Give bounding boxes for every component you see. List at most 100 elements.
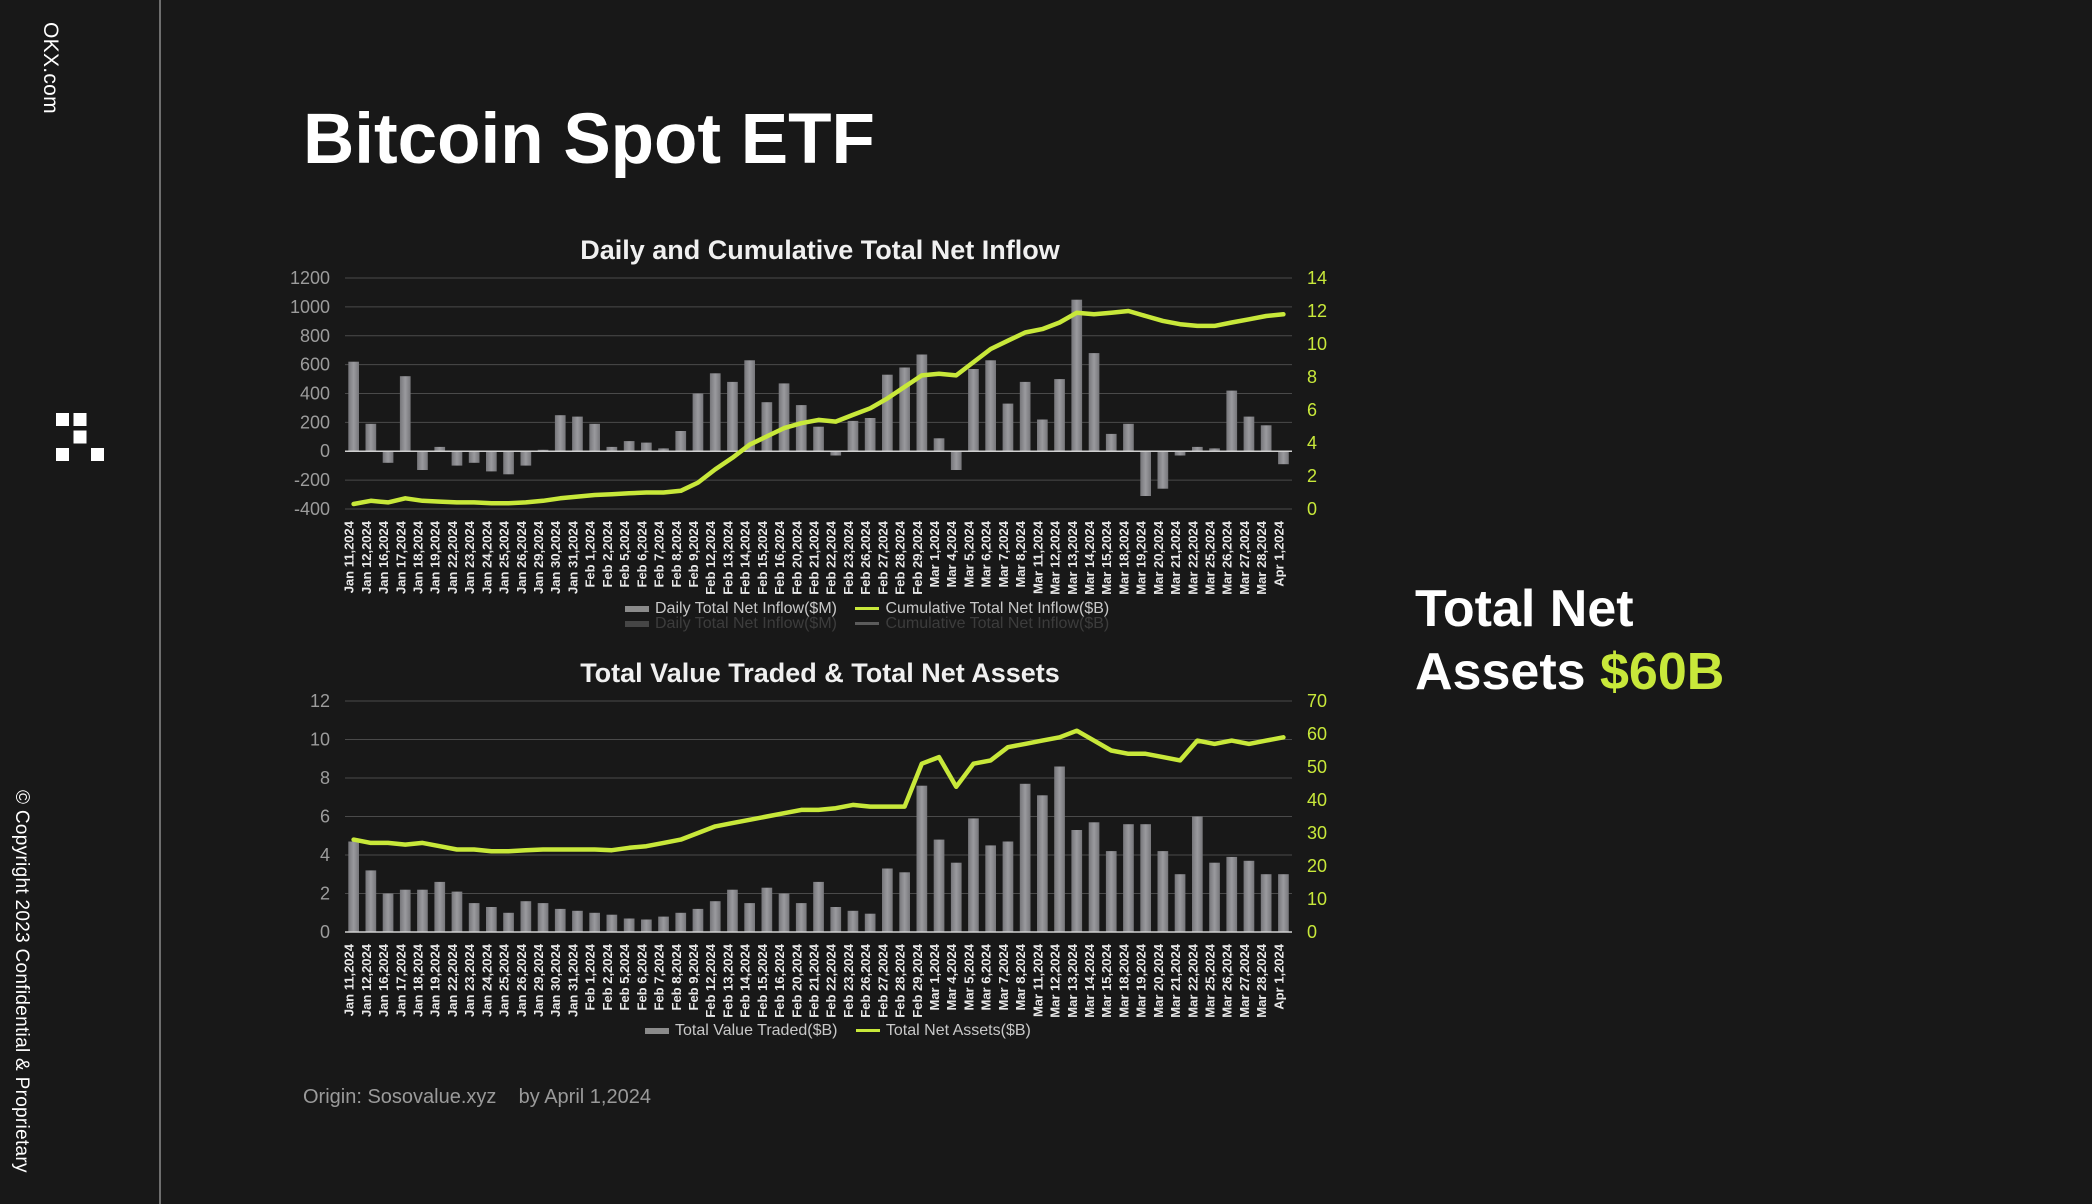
svg-text:Mar 18,2024: Mar 18,2024: [1116, 943, 1131, 1017]
svg-text:Feb 16,2024: Feb 16,2024: [772, 943, 787, 1017]
svg-text:8: 8: [1307, 367, 1317, 387]
svg-text:Jan 12,2024: Jan 12,2024: [359, 520, 374, 594]
svg-text:Mar 14,2024: Mar 14,2024: [1082, 943, 1097, 1017]
svg-text:Mar 22,2024: Mar 22,2024: [1185, 520, 1200, 594]
svg-text:Feb 1,2024: Feb 1,2024: [583, 520, 598, 587]
svg-text:Feb 20,2024: Feb 20,2024: [789, 520, 804, 594]
svg-text:Mar 5,2024: Mar 5,2024: [962, 943, 977, 1010]
svg-text:30: 30: [1307, 823, 1327, 843]
svg-text:Feb 12,2024: Feb 12,2024: [703, 520, 718, 594]
svg-text:Mar 12,2024: Mar 12,2024: [1048, 520, 1063, 594]
svg-text:Mar 4,2024: Mar 4,2024: [944, 520, 959, 587]
svg-text:Mar 20,2024: Mar 20,2024: [1151, 520, 1166, 594]
svg-text:Mar 27,2024: Mar 27,2024: [1237, 520, 1252, 594]
svg-text:Jan 31,2024: Jan 31,2024: [565, 520, 580, 594]
svg-text:Jan 24,2024: Jan 24,2024: [479, 520, 494, 594]
svg-text:Feb 6,2024: Feb 6,2024: [634, 520, 649, 587]
svg-text:Jan 18,2024: Jan 18,2024: [411, 943, 426, 1017]
svg-text:Feb 5,2024: Feb 5,2024: [617, 520, 632, 587]
svg-text:Feb 21,2024: Feb 21,2024: [807, 520, 822, 594]
svg-text:Jan 17,2024: Jan 17,2024: [393, 943, 408, 1017]
svg-text:Jan 23,2024: Jan 23,2024: [462, 943, 477, 1017]
svg-text:Feb 6,2024: Feb 6,2024: [634, 943, 649, 1010]
svg-text:Feb 27,2024: Feb 27,2024: [875, 520, 890, 594]
svg-text:Jan 30,2024: Jan 30,2024: [548, 520, 563, 594]
svg-text:1200: 1200: [290, 268, 330, 288]
svg-text:70: 70: [1307, 691, 1327, 711]
svg-text:Feb 23,2024: Feb 23,2024: [841, 520, 856, 594]
svg-text:Mar 19,2024: Mar 19,2024: [1134, 520, 1149, 594]
svg-text:Feb 13,2024: Feb 13,2024: [720, 520, 735, 594]
svg-text:6: 6: [1307, 400, 1317, 420]
svg-text:Jan 26,2024: Jan 26,2024: [514, 520, 529, 594]
svg-text:14: 14: [1307, 268, 1327, 288]
svg-text:Feb 2,2024: Feb 2,2024: [600, 943, 615, 1010]
svg-text:Mar 1,2024: Mar 1,2024: [927, 943, 942, 1010]
svg-text:Jan 19,2024: Jan 19,2024: [428, 520, 443, 594]
svg-text:Jan 25,2024: Jan 25,2024: [497, 520, 512, 594]
svg-text:Feb 12,2024: Feb 12,2024: [703, 943, 718, 1017]
svg-text:Mar 19,2024: Mar 19,2024: [1134, 943, 1149, 1017]
svg-text:Feb 9,2024: Feb 9,2024: [686, 943, 701, 1010]
svg-text:Feb 29,2024: Feb 29,2024: [910, 520, 925, 594]
svg-text:0: 0: [1307, 922, 1317, 942]
svg-text:Jan 12,2024: Jan 12,2024: [359, 943, 374, 1017]
svg-text:-200: -200: [294, 470, 330, 490]
svg-text:800: 800: [300, 326, 330, 346]
svg-text:Feb 7,2024: Feb 7,2024: [652, 943, 667, 1010]
svg-text:Jan 18,2024: Jan 18,2024: [411, 520, 426, 594]
svg-text:1000: 1000: [290, 297, 330, 317]
svg-text:Mar 21,2024: Mar 21,2024: [1168, 943, 1183, 1017]
svg-text:10: 10: [310, 730, 330, 750]
svg-text:Mar 11,2024: Mar 11,2024: [1030, 943, 1045, 1017]
svg-text:Jan 31,2024: Jan 31,2024: [565, 943, 580, 1017]
svg-text:Jan 11,2024: Jan 11,2024: [342, 943, 357, 1016]
svg-text:Jan 29,2024: Jan 29,2024: [531, 943, 546, 1017]
svg-text:20: 20: [1307, 856, 1327, 876]
svg-text:Jan 22,2024: Jan 22,2024: [445, 943, 460, 1017]
svg-text:Mar 15,2024: Mar 15,2024: [1099, 943, 1114, 1017]
svg-text:Mar 21,2024: Mar 21,2024: [1168, 520, 1183, 594]
svg-text:400: 400: [300, 384, 330, 404]
svg-text:Mar 8,2024: Mar 8,2024: [1013, 520, 1028, 587]
svg-text:12: 12: [310, 691, 330, 711]
svg-text:Feb 15,2024: Feb 15,2024: [755, 943, 770, 1017]
svg-text:Mar 13,2024: Mar 13,2024: [1065, 943, 1080, 1017]
svg-text:Mar 12,2024: Mar 12,2024: [1048, 943, 1063, 1017]
svg-text:10: 10: [1307, 334, 1327, 354]
svg-text:40: 40: [1307, 790, 1327, 810]
svg-text:Mar 7,2024: Mar 7,2024: [996, 520, 1011, 587]
svg-text:Mar 25,2024: Mar 25,2024: [1203, 943, 1218, 1017]
svg-text:Feb 7,2024: Feb 7,2024: [652, 520, 667, 587]
svg-text:Mar 26,2024: Mar 26,2024: [1220, 520, 1235, 594]
svg-text:Jan 19,2024: Jan 19,2024: [428, 943, 443, 1017]
svg-text:Feb 26,2024: Feb 26,2024: [858, 943, 873, 1017]
svg-text:Feb 9,2024: Feb 9,2024: [686, 520, 701, 587]
svg-text:Jan 16,2024: Jan 16,2024: [376, 520, 391, 594]
svg-text:Jan 22,2024: Jan 22,2024: [445, 520, 460, 594]
svg-text:Feb 28,2024: Feb 28,2024: [893, 520, 908, 594]
svg-text:200: 200: [300, 412, 330, 432]
svg-text:Mar 4,2024: Mar 4,2024: [944, 943, 959, 1010]
svg-text:Mar 20,2024: Mar 20,2024: [1151, 943, 1166, 1017]
svg-text:Feb 15,2024: Feb 15,2024: [755, 520, 770, 594]
svg-text:Jan 26,2024: Jan 26,2024: [514, 943, 529, 1017]
svg-text:2: 2: [1307, 466, 1317, 486]
svg-text:Feb 23,2024: Feb 23,2024: [841, 943, 856, 1017]
svg-text:Feb 16,2024: Feb 16,2024: [772, 520, 787, 594]
svg-text:Mar 5,2024: Mar 5,2024: [962, 520, 977, 587]
svg-text:Mar 22,2024: Mar 22,2024: [1185, 943, 1200, 1017]
svg-text:Feb 22,2024: Feb 22,2024: [824, 943, 839, 1017]
svg-text:Mar 11,2024: Mar 11,2024: [1030, 520, 1045, 594]
svg-text:Feb 22,2024: Feb 22,2024: [824, 520, 839, 594]
svg-text:Jan 17,2024: Jan 17,2024: [393, 520, 408, 594]
svg-text:Feb 13,2024: Feb 13,2024: [720, 943, 735, 1017]
svg-text:Mar 28,2024: Mar 28,2024: [1254, 520, 1269, 594]
svg-text:Mar 26,2024: Mar 26,2024: [1220, 943, 1235, 1017]
svg-text:0: 0: [320, 922, 330, 942]
svg-text:8: 8: [320, 768, 330, 788]
svg-text:10: 10: [1307, 889, 1327, 909]
svg-text:600: 600: [300, 355, 330, 375]
svg-text:Mar 14,2024: Mar 14,2024: [1082, 520, 1097, 594]
svg-text:Jan 16,2024: Jan 16,2024: [376, 943, 391, 1017]
